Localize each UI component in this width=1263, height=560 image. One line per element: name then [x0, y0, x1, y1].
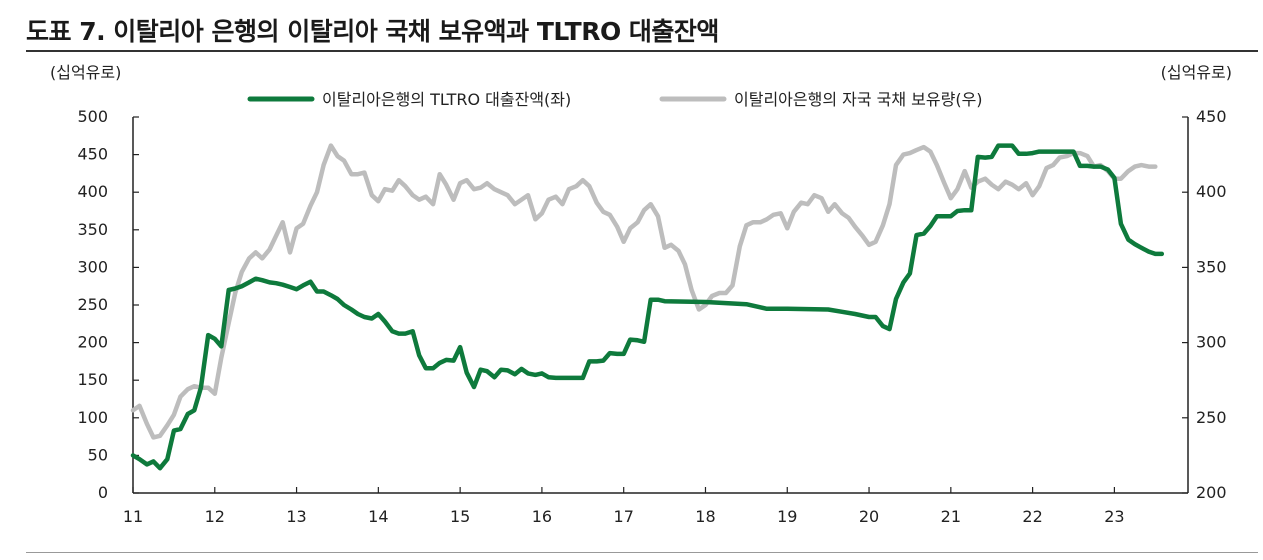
x-axis-tick-label: 12 [205, 507, 225, 526]
right-axis-tick-label: 200 [1196, 483, 1227, 502]
x-axis-tick-label: 11 [123, 507, 143, 526]
legend: 이탈리아은행의 TLTRO 대출잔액(좌) 이탈리아은행의 자국 국채 보유량(우… [247, 90, 983, 109]
left-axis-tick-label: 500 [77, 107, 108, 126]
left-axis-tick-label: 350 [77, 220, 108, 239]
left-axis-tick-label: 100 [77, 408, 108, 427]
left-axis-tick-label: 450 [77, 145, 108, 164]
x-axis-tick-label: 18 [695, 507, 715, 526]
x-axis-tick-label: 21 [941, 507, 961, 526]
right-axis-unit: (십억유로) [1161, 63, 1232, 82]
x-axis-tick-label: 14 [368, 507, 388, 526]
x-axis-tick-label: 22 [1022, 507, 1042, 526]
legend-label-tltro: 이탈리아은행의 TLTRO 대출잔액(좌) [322, 90, 571, 109]
legend-label-bond-holdings: 이탈리아은행의 자국 국채 보유량(우) [734, 90, 983, 109]
x-axis-tick-label: 19 [777, 507, 797, 526]
series-lines [130, 143, 1165, 471]
left-axis-tick-label: 250 [77, 295, 108, 314]
chart-title: 도표 7. 이탈리아 은행의 이탈리아 국채 보유액과 TLTRO 대출잔액 [26, 17, 719, 46]
title-divider [26, 50, 1258, 52]
left-axis-tick-label: 300 [77, 257, 108, 276]
bottom-divider [26, 552, 1258, 553]
x-axis-tick-label: 15 [450, 507, 470, 526]
left-axis-unit: (십억유로) [50, 63, 121, 82]
right-axis-tick-label: 250 [1196, 408, 1227, 427]
x-axis-tick-label: 23 [1104, 507, 1124, 526]
left-axis-tick-label: 200 [77, 333, 108, 352]
x-axis-tick-label: 16 [532, 507, 552, 526]
x-axis-tick-label: 17 [614, 507, 634, 526]
left-axis-tick-label: 400 [77, 182, 108, 201]
right-axis-tick-label: 300 [1196, 333, 1227, 352]
series-line-bond-holdings [130, 143, 1158, 440]
left-axis-tick-label: 50 [88, 445, 108, 464]
left-axis-tick-label: 0 [98, 483, 108, 502]
right-axis-tick-label: 450 [1196, 107, 1227, 126]
x-axis-tick-label: 13 [286, 507, 306, 526]
series-line-tltro [130, 143, 1165, 471]
left-axis-tick-label: 150 [77, 370, 108, 389]
right-axis-tick-label: 350 [1196, 257, 1227, 276]
right-axis-tick-label: 400 [1196, 182, 1227, 201]
axes: 0 50 100 150 200 250 300 350 400 450 500 200 250 300 3… [77, 107, 1226, 526]
x-axis-tick-label: 20 [859, 507, 879, 526]
